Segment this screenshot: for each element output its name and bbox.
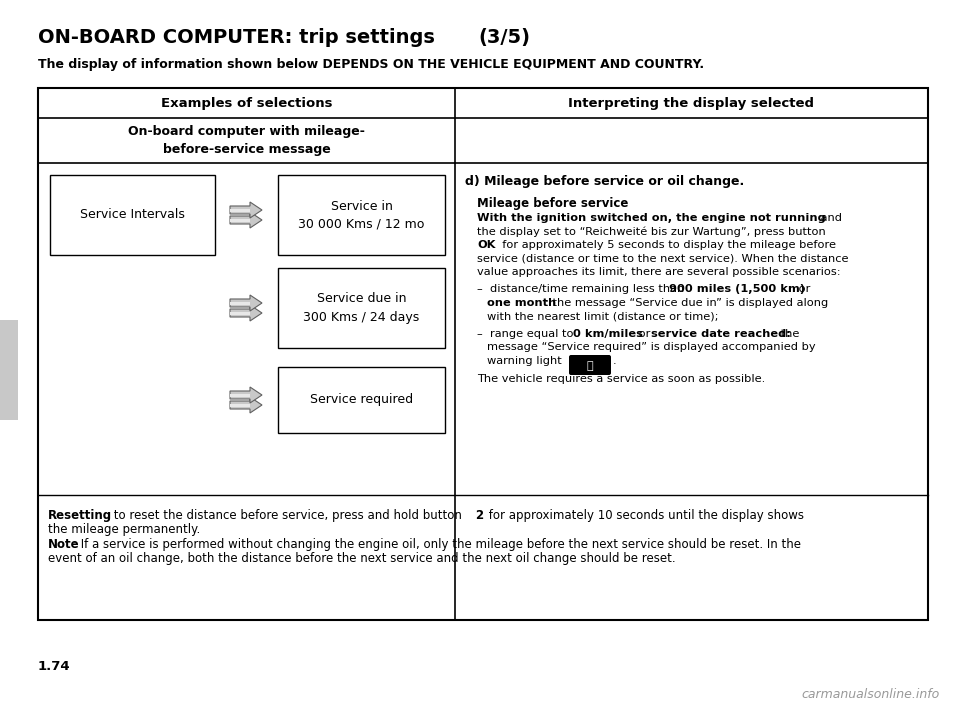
Polygon shape: [230, 397, 262, 413]
Polygon shape: [230, 403, 250, 407]
Text: or: or: [635, 329, 654, 339]
Text: .: .: [613, 356, 616, 366]
Text: 🔧: 🔧: [587, 361, 593, 371]
Text: message “Service required” is displayed accompanied by: message “Service required” is displayed …: [487, 342, 816, 352]
Text: 2: 2: [475, 509, 483, 522]
Text: service (distance or time to the next service). When the distance: service (distance or time to the next se…: [477, 253, 849, 263]
Text: Resetting: Resetting: [48, 509, 112, 522]
Text: –  range equal to: – range equal to: [477, 329, 577, 339]
Polygon shape: [230, 295, 262, 311]
Text: 0 km/miles: 0 km/miles: [573, 329, 643, 339]
Text: one month: one month: [487, 298, 556, 308]
Text: The vehicle requires a service as soon as possible.: The vehicle requires a service as soon a…: [477, 373, 765, 383]
Text: Service Intervals: Service Intervals: [80, 209, 185, 222]
Text: for approximately 10 seconds until the display shows: for approximately 10 seconds until the d…: [485, 509, 804, 522]
Polygon shape: [230, 393, 250, 396]
Polygon shape: [230, 219, 250, 222]
Text: Service in
30 000 Kms / 12 mo: Service in 30 000 Kms / 12 mo: [299, 200, 424, 231]
Text: and: and: [817, 213, 842, 223]
Text: 1.74: 1.74: [38, 660, 71, 673]
FancyBboxPatch shape: [569, 355, 611, 375]
Polygon shape: [230, 202, 262, 218]
Text: –  distance/time remaining less than: – distance/time remaining less than: [477, 285, 688, 295]
Bar: [0, 320, 18, 420]
Bar: [278, 367, 445, 433]
Bar: [50, 175, 215, 255]
Text: On-board computer with mileage-
before-service message: On-board computer with mileage- before-s…: [128, 125, 365, 156]
Text: : the message “Service due in” is displayed along: : the message “Service due in” is displa…: [545, 298, 828, 308]
Polygon shape: [230, 209, 250, 212]
Text: Mileage before service: Mileage before service: [477, 197, 629, 210]
Text: the mileage permanently.: the mileage permanently.: [48, 523, 201, 536]
Bar: [278, 268, 445, 348]
Text: Examples of selections: Examples of selections: [160, 97, 332, 109]
Polygon shape: [230, 305, 262, 321]
Polygon shape: [230, 212, 262, 228]
Text: value approaches its limit, there are several possible scenarios:: value approaches its limit, there are se…: [477, 267, 841, 277]
Text: the: the: [777, 329, 800, 339]
Text: Service due in
300 Kms / 24 days: Service due in 300 Kms / 24 days: [303, 293, 420, 324]
Text: ON-BOARD COMPUTER: trip settings: ON-BOARD COMPUTER: trip settings: [38, 28, 442, 47]
Text: Interpreting the display selected: Interpreting the display selected: [568, 97, 814, 109]
Text: The display of information shown below DEPENDS ON THE VEHICLE EQUIPMENT AND COUN: The display of information shown below D…: [38, 58, 704, 71]
Polygon shape: [230, 302, 250, 305]
Text: Service required: Service required: [310, 393, 413, 407]
Text: the display set to “Reichweité bis zur Wartung”, press button: the display set to “Reichweité bis zur W…: [477, 226, 826, 237]
Text: With the ignition switched on, the engine not running: With the ignition switched on, the engin…: [477, 213, 826, 223]
Text: warning light: warning light: [487, 356, 562, 366]
Text: for approximately 5 seconds to display the mileage before: for approximately 5 seconds to display t…: [495, 240, 836, 250]
Text: : If a service is performed without changing the engine oil, only the mileage be: : If a service is performed without chan…: [73, 538, 801, 551]
Text: OK: OK: [477, 240, 495, 250]
Bar: [38, 88, 928, 620]
Text: (3/5): (3/5): [478, 28, 530, 47]
Polygon shape: [230, 387, 262, 403]
Text: event of an oil change, both the distance before the next service and the next o: event of an oil change, both the distanc…: [48, 552, 676, 565]
Text: with the nearest limit (distance or time);: with the nearest limit (distance or time…: [487, 312, 718, 322]
Text: carmanualsonline.info: carmanualsonline.info: [802, 688, 940, 701]
Polygon shape: [230, 312, 250, 315]
Bar: [278, 175, 445, 255]
Text: Note: Note: [48, 538, 80, 551]
Text: or: or: [795, 285, 810, 295]
Text: service date reached:: service date reached:: [651, 329, 791, 339]
Text: d) Mileage before service or oil change.: d) Mileage before service or oil change.: [465, 175, 744, 188]
Text: : to reset the distance before service, press and hold button: : to reset the distance before service, …: [106, 509, 466, 522]
Text: 900 miles (1,500 km): 900 miles (1,500 km): [669, 285, 805, 295]
